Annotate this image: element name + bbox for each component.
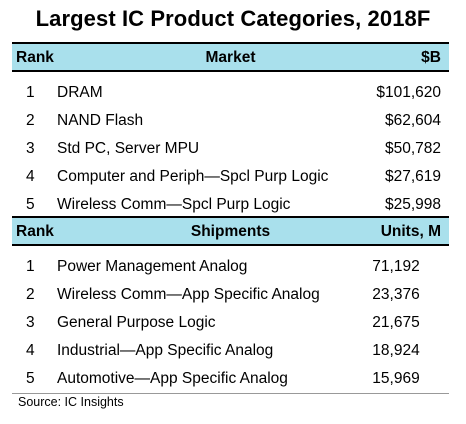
row-rank: 3: [26, 314, 35, 331]
row-shipment-name: General Purpose Logic: [57, 314, 216, 331]
row-value: $101,620: [376, 84, 441, 101]
row-rank: 4: [26, 342, 35, 359]
shipments-table-header: Rank Shipments Units, M: [12, 216, 449, 246]
header-shipments: Shipments: [190, 223, 271, 240]
row-rank: 5: [26, 196, 35, 213]
row-value: 21,675: [372, 314, 420, 331]
table-row: 5 Wireless Comm—Spcl Purp Logic $25,998: [12, 192, 449, 218]
row-market-name: Std PC, Server MPU: [57, 140, 200, 157]
header-value-billions: $B: [421, 49, 441, 66]
row-value: $27,619: [384, 168, 441, 185]
table-row: 1 DRAM $101,620: [12, 80, 449, 106]
table-row: 3 General Purpose Logic 21,675: [12, 310, 449, 336]
row-value: 15,969: [372, 370, 420, 387]
row-value: $25,998: [384, 196, 441, 213]
table-row: 5 Automotive—App Specific Analog 15,969: [12, 366, 449, 392]
table-bottom-divider: [12, 393, 449, 394]
row-value: $62,604: [384, 112, 441, 129]
table-row: 4 Computer and Periph—Spcl Purp Logic $2…: [12, 164, 449, 190]
row-shipment-name: Power Management Analog: [57, 258, 248, 275]
table-row: 3 Std PC, Server MPU $50,782: [12, 136, 449, 162]
header-rank: Rank: [16, 49, 54, 66]
table-row: 4 Industrial—App Specific Analog 18,924: [12, 338, 449, 364]
row-rank: 1: [26, 84, 35, 101]
row-rank: 5: [26, 370, 35, 387]
row-market-name: Computer and Periph—Spcl Purp Logic: [57, 168, 329, 185]
row-shipment-name: Wireless Comm—App Specific Analog: [57, 286, 320, 303]
chart-title: Largest IC Product Categories, 2018F: [35, 6, 431, 31]
row-value: $50,782: [384, 140, 441, 157]
source-note: Source: IC Insights: [18, 395, 124, 409]
row-shipment-name: Industrial—App Specific Analog: [57, 342, 274, 359]
row-rank: 4: [26, 168, 35, 185]
header-units-millions: Units, M: [380, 223, 441, 240]
row-market-name: NAND Flash: [57, 112, 144, 129]
row-market-name: DRAM: [57, 84, 103, 101]
row-value: 18,924: [372, 342, 420, 359]
market-table-header: Rank Market $B: [12, 42, 449, 72]
row-value: 71,192: [372, 258, 420, 275]
row-rank: 2: [26, 286, 35, 303]
row-rank: 2: [26, 112, 35, 129]
row-value: 23,376: [372, 286, 420, 303]
table-row: 2 Wireless Comm—App Specific Analog 23,3…: [12, 282, 449, 308]
row-rank: 1: [26, 258, 35, 275]
row-rank: 3: [26, 140, 35, 157]
table-row: 1 Power Management Analog 71,192: [12, 254, 449, 280]
header-market: Market: [205, 49, 256, 66]
row-market-name: Wireless Comm—Spcl Purp Logic: [57, 196, 291, 213]
row-shipment-name: Automotive—App Specific Analog: [57, 370, 288, 387]
table-row: 2 NAND Flash $62,604: [12, 108, 449, 134]
header-rank: Rank: [16, 223, 54, 240]
